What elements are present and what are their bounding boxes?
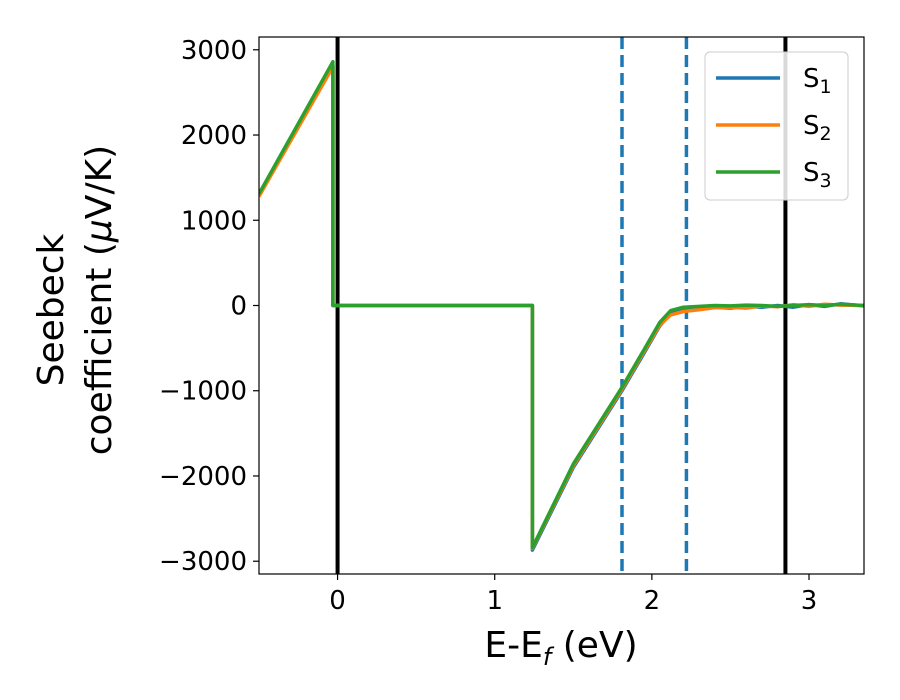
y-axis-title-line2-prefix: coefficient (	[79, 242, 120, 455]
legend-label-s2: S2	[803, 111, 832, 145]
y-tick-label: −3000	[159, 547, 247, 577]
y-tick-label: −1000	[159, 377, 247, 407]
y-axis-ticks: −3000 −2000 −1000 0 1000 2000 3000	[159, 36, 259, 577]
x-axis-title: E-Ef (eV)	[484, 625, 637, 671]
x-tick-label: 2	[644, 586, 661, 616]
x-tick-label: 1	[486, 586, 503, 616]
y-axis-title: Seebeck coefficient (μV/K)	[31, 145, 120, 455]
y-tick-label: −2000	[159, 462, 247, 492]
x-tick-label: 0	[329, 586, 346, 616]
y-axis-title-line2-suffix: V/K)	[79, 145, 120, 219]
legend-label-s1: S1	[803, 64, 832, 98]
y-tick-label: 0	[230, 292, 247, 322]
x-axis-title-suffix: (eV)	[551, 625, 637, 666]
series-lines	[259, 59, 864, 552]
legend-label-s3: S3	[803, 158, 832, 192]
x-tick-label: 3	[801, 586, 818, 616]
y-tick-label: 3000	[181, 36, 247, 66]
y-axis-title-line2: coefficient (μV/K)	[79, 145, 120, 455]
y-tick-label: 1000	[181, 206, 247, 236]
series-line-s3	[259, 59, 864, 550]
y-axis-title-line1: Seebeck	[31, 233, 72, 386]
x-axis-ticks: 0 1 2 3	[329, 574, 817, 616]
y-axis-title-mu: μ	[79, 219, 120, 243]
x-axis-title-prefix: E-E	[484, 625, 542, 666]
y-tick-label: 2000	[181, 121, 247, 151]
legend: S1 S2 S3	[704, 51, 849, 201]
